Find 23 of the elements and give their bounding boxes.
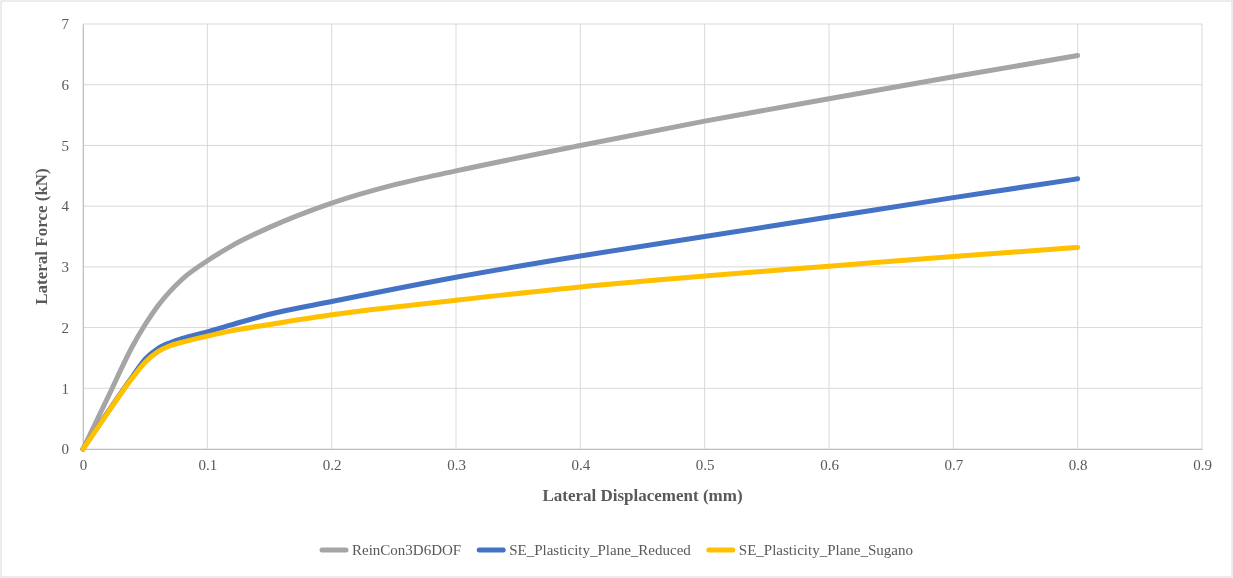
- y-tick-label: 0: [61, 441, 69, 458]
- y-tick-label: 1: [61, 380, 69, 397]
- x-tick-label: 0: [79, 456, 88, 473]
- y-tick-label: 4: [61, 198, 70, 215]
- y-tick-label: 2: [61, 319, 69, 336]
- x-tick-label: 0.3: [447, 456, 466, 473]
- x-tick-label: 0.5: [695, 456, 715, 473]
- y-tick-label: 5: [61, 137, 69, 154]
- x-tick-label: 0.1: [198, 456, 218, 473]
- legend-label: SE_Plasticity_Plane_Sugano: [738, 542, 913, 558]
- y-tick-label: 6: [61, 77, 70, 94]
- x-tick-label: 0.6: [820, 456, 840, 473]
- x-tick-label: 0.4: [571, 456, 591, 473]
- y-axis-title: Lateral Force (kN): [32, 168, 51, 305]
- x-tick-label: 0.2: [322, 456, 342, 473]
- x-tick-label: 0.7: [944, 456, 964, 473]
- legend-label: SE_Plasticity_Plane_Reduced: [509, 542, 692, 558]
- x-tick-label: 0.8: [1068, 456, 1088, 473]
- x-tick-label: 0.9: [1193, 456, 1212, 473]
- legend-label: ReinCon3D6DOF: [352, 542, 462, 558]
- y-tick-label: 3: [61, 259, 69, 276]
- y-tick-label: 7: [61, 16, 70, 33]
- x-axis-title: Lateral Displacement (mm): [542, 486, 743, 505]
